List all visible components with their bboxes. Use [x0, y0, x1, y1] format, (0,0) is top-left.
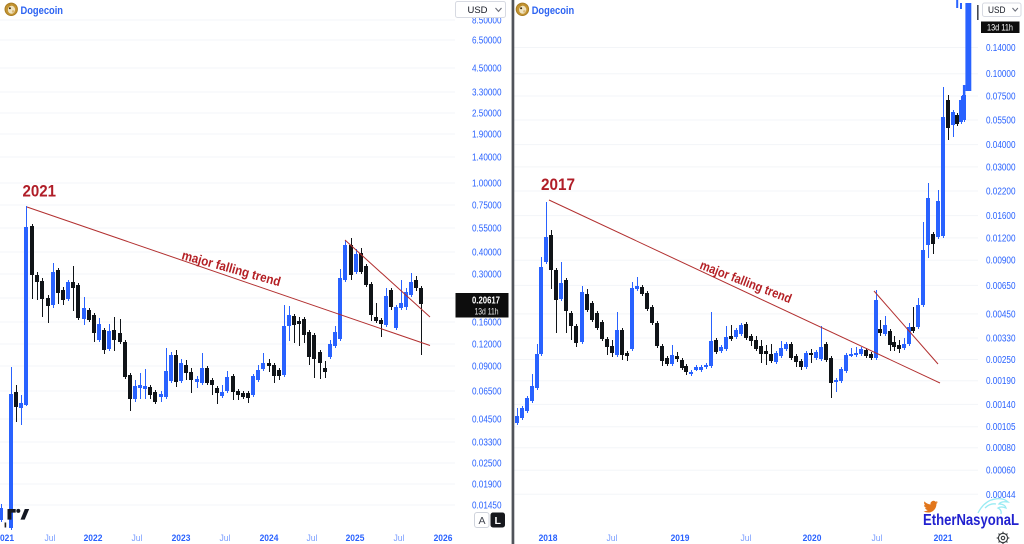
- svg-text:2.50000: 2.50000: [472, 109, 502, 120]
- svg-text:0.55000: 0.55000: [472, 224, 502, 235]
- svg-text:0.30000: 0.30000: [472, 270, 502, 281]
- svg-text:2021: 2021: [23, 182, 57, 201]
- svg-text:Dogecoin: Dogecoin: [21, 5, 64, 17]
- svg-text:0.75000: 0.75000: [472, 201, 502, 212]
- svg-text:Jul: Jul: [607, 533, 618, 544]
- svg-text:Jul: Jul: [741, 533, 752, 544]
- svg-text:0.00330: 0.00330: [986, 334, 1016, 345]
- svg-text:0.09000: 0.09000: [472, 362, 502, 373]
- svg-text:Jul: Jul: [307, 533, 318, 544]
- svg-text:2025: 2025: [346, 533, 365, 544]
- svg-text:L: L: [495, 515, 502, 527]
- svg-text:3.30000: 3.30000: [472, 88, 502, 99]
- svg-text:0.00900: 0.00900: [986, 256, 1016, 267]
- svg-text:1.90000: 1.90000: [472, 130, 502, 141]
- svg-text:2021: 2021: [934, 533, 953, 544]
- svg-text:0.02200: 0.02200: [986, 187, 1016, 198]
- svg-text:0.12000: 0.12000: [472, 340, 502, 351]
- svg-text:0.14000: 0.14000: [986, 43, 1016, 54]
- svg-text:0.06500: 0.06500: [472, 387, 502, 398]
- svg-text:1.40000: 1.40000: [472, 153, 502, 164]
- svg-text:Dogecoin: Dogecoin: [532, 5, 575, 17]
- svg-text:4.50000: 4.50000: [472, 64, 502, 75]
- svg-text:0.02500: 0.02500: [472, 459, 502, 470]
- svg-text:8.50000: 8.50000: [472, 16, 502, 27]
- svg-text:0.10000: 0.10000: [986, 69, 1016, 80]
- svg-text:EtherNasyonaL: EtherNasyonaL: [923, 512, 1019, 529]
- svg-text:Jul: Jul: [220, 533, 231, 544]
- svg-text:13d 11h: 13d 11h: [987, 23, 1013, 34]
- svg-text:2022: 2022: [84, 533, 103, 544]
- svg-text:0.00080: 0.00080: [986, 443, 1016, 454]
- svg-text:0.00450: 0.00450: [986, 309, 1016, 320]
- svg-text:0.04500: 0.04500: [472, 415, 502, 426]
- svg-text:0.01600: 0.01600: [986, 211, 1016, 222]
- svg-text:0.01900: 0.01900: [472, 480, 502, 491]
- svg-text:0.03000: 0.03000: [986, 162, 1016, 173]
- svg-text:Jul: Jul: [132, 533, 143, 544]
- svg-text:2026: 2026: [434, 533, 453, 544]
- svg-text:Jul: Jul: [45, 533, 56, 544]
- svg-text:2023: 2023: [172, 533, 191, 544]
- svg-text:0.16000: 0.16000: [472, 318, 502, 329]
- svg-text:USD: USD: [988, 5, 1006, 16]
- svg-text:0.00190: 0.00190: [986, 376, 1016, 387]
- svg-text:0.01450: 0.01450: [472, 501, 502, 512]
- svg-text:0.03300: 0.03300: [472, 438, 502, 449]
- svg-text:0.20617: 0.20617: [472, 296, 500, 307]
- svg-text:0.04000: 0.04000: [986, 140, 1016, 151]
- svg-text:0.00650: 0.00650: [986, 281, 1016, 292]
- svg-text:A: A: [479, 515, 486, 527]
- svg-text:2024: 2024: [260, 533, 279, 544]
- svg-text:0.07500: 0.07500: [986, 92, 1016, 103]
- svg-text:2020: 2020: [803, 533, 822, 544]
- svg-text:0.00060: 0.00060: [986, 466, 1016, 477]
- svg-text:Jul: Jul: [394, 533, 405, 544]
- svg-text:0.00250: 0.00250: [986, 355, 1016, 366]
- svg-text:USD: USD: [468, 5, 488, 16]
- svg-text:13d 11h: 13d 11h: [475, 307, 499, 318]
- svg-text:Jul: Jul: [872, 533, 883, 544]
- svg-text:0.00140: 0.00140: [986, 400, 1016, 411]
- svg-text:2017: 2017: [541, 175, 575, 194]
- svg-text:6.50000: 6.50000: [472, 36, 502, 47]
- svg-text:2019: 2019: [671, 533, 690, 544]
- svg-text:0.00105: 0.00105: [986, 422, 1016, 433]
- svg-text:021: 021: [0, 533, 15, 544]
- svg-text:0.01200: 0.01200: [986, 233, 1016, 244]
- svg-text:2018: 2018: [539, 533, 558, 544]
- svg-text:0.00044: 0.00044: [986, 490, 1016, 501]
- svg-text:0.05500: 0.05500: [986, 116, 1016, 127]
- svg-text:0.40000: 0.40000: [472, 248, 502, 259]
- svg-text:1.00000: 1.00000: [472, 179, 502, 190]
